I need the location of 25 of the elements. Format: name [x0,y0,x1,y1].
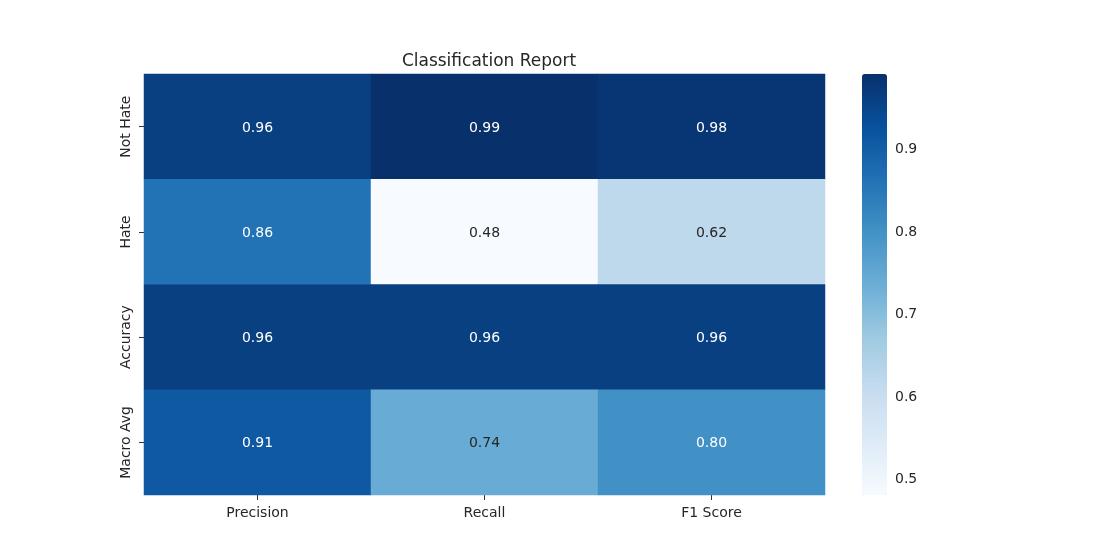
data-label: 0.74 [468,434,501,451]
x-tick-label: Recall [463,504,506,520]
data-label: 0.48 [468,223,501,240]
data-label: 0.91 [241,434,274,451]
data-label: 0.96 [695,329,728,346]
color-bar-label: 0.6 [895,387,918,404]
data-label: 0.96 [241,329,274,346]
color-bar-label: 0.8 [895,222,918,239]
data-label: 0.99 [468,118,501,135]
y-tick-label: Accuracy [117,305,133,370]
y-tick-label: Not Hate [117,95,133,158]
data-label: 0.98 [695,118,728,135]
x-tick-label: Precision [226,504,289,520]
data-label: 0.80 [695,434,728,451]
data-label: 0.62 [695,223,728,240]
data-label: 0.96 [241,118,274,135]
data-label: 0.86 [241,223,274,240]
color-bar-label: 0.9 [895,140,918,157]
y-tick-label: Hate [117,215,133,249]
color-bar-label: 0.5 [895,470,918,487]
chart-title: Classification Report [401,49,577,70]
data-label: 0.96 [468,329,501,346]
x-tick-label: F1 Score [681,504,742,520]
y-tick-label: Macro Avg [117,406,133,479]
color-bar-label: 0.7 [895,305,918,322]
